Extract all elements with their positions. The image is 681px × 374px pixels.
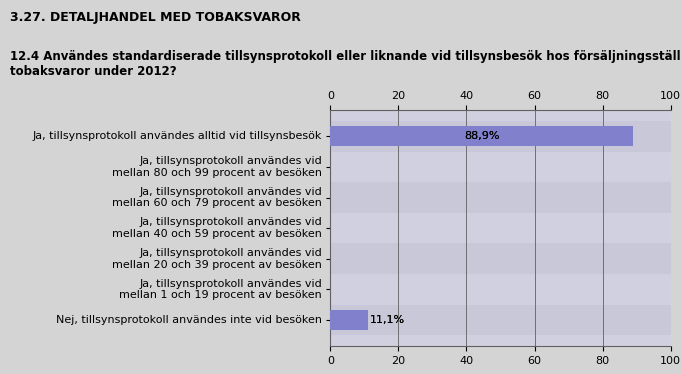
Bar	[330, 274, 671, 305]
Bar	[330, 310, 368, 330]
Bar	[330, 310, 368, 330]
Text: 3.27. DETALJHANDEL MED TOBAKSVAROR: 3.27. DETALJHANDEL MED TOBAKSVAROR	[10, 11, 301, 24]
Bar	[330, 305, 671, 335]
Text: 11,1%: 11,1%	[370, 315, 405, 325]
Bar	[330, 243, 671, 274]
Bar	[330, 151, 671, 182]
Bar	[330, 126, 633, 146]
Bar	[330, 213, 671, 243]
Bar	[330, 182, 671, 213]
Text: 88,9%: 88,9%	[464, 131, 499, 141]
Text: 12.4 Användes standardiserade tillsynsprotokoll eller liknande vid tillsynsbesök: 12.4 Användes standardiserade tillsynspr…	[10, 50, 681, 79]
Bar	[330, 126, 633, 146]
Bar	[330, 121, 671, 151]
Text: 88,9%: 88,9%	[464, 131, 499, 141]
Text: 11,1%: 11,1%	[370, 315, 405, 325]
